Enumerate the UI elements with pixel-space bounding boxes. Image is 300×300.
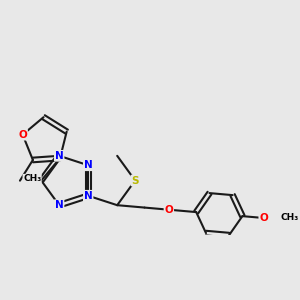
Text: O: O	[18, 130, 27, 140]
Text: S: S	[131, 176, 139, 185]
Text: CH₃: CH₃	[23, 174, 41, 183]
Text: O: O	[164, 205, 173, 215]
Text: N: N	[84, 191, 93, 201]
Text: N: N	[55, 151, 64, 161]
Text: O: O	[259, 213, 268, 223]
Text: N: N	[55, 200, 64, 210]
Text: CH₃: CH₃	[281, 214, 299, 223]
Text: N: N	[84, 160, 93, 170]
